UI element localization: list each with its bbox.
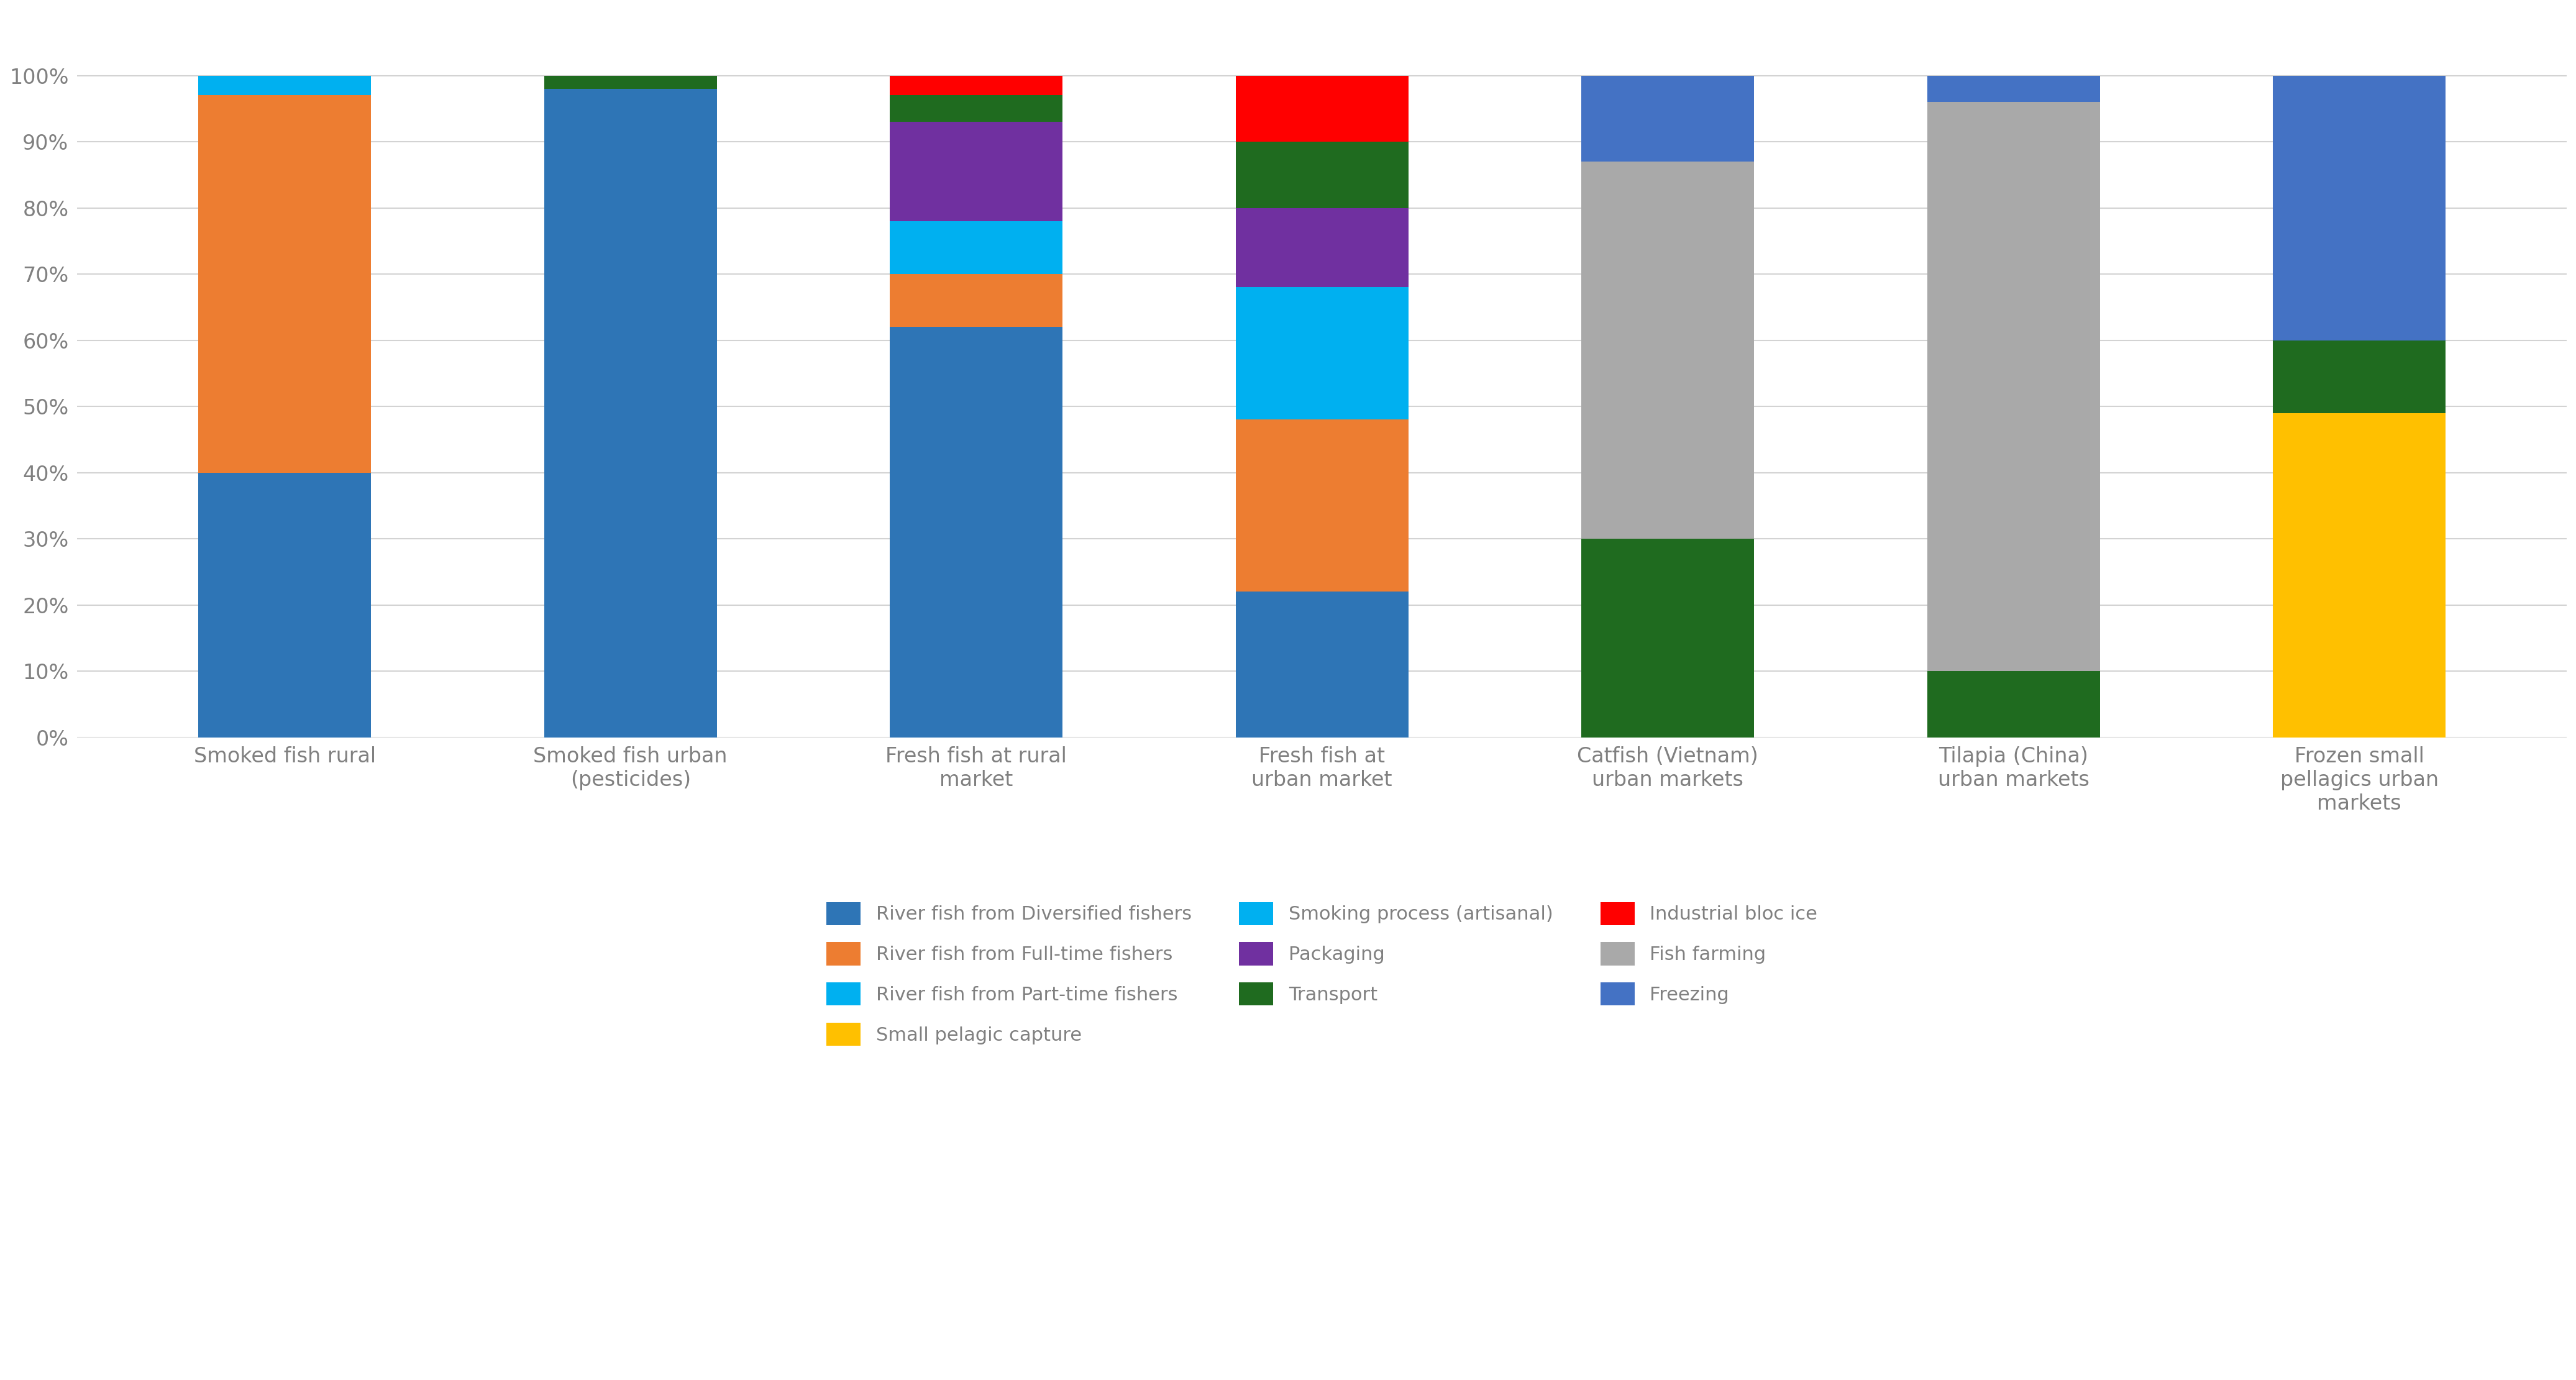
Bar (544, 88, 716, 737)
Bar (889, 275, 1064, 327)
Bar (1236, 592, 1409, 737)
Bar (1236, 208, 1409, 287)
Bar (1927, 102, 2099, 671)
Bar (198, 95, 371, 472)
Bar (889, 221, 1064, 275)
Bar (1582, 161, 1754, 538)
Bar (1582, 76, 1754, 161)
Bar (2272, 413, 2445, 737)
Bar (1582, 538, 1754, 737)
Bar (2272, 341, 2445, 413)
Bar (889, 76, 1064, 95)
Bar (1582, 76, 1754, 161)
Legend: River fish from Diversified fishers, River fish from Full-time fishers, River fi: River fish from Diversified fishers, Riv… (817, 893, 1826, 1056)
Bar (198, 76, 371, 95)
Bar (1236, 142, 1409, 208)
Bar (2272, 76, 2445, 341)
Bar (544, 76, 716, 88)
Bar (889, 327, 1064, 737)
Bar (889, 121, 1064, 221)
Bar (1236, 76, 1409, 142)
Bar (1236, 287, 1409, 420)
Bar (1927, 76, 2099, 102)
Bar (198, 472, 371, 737)
Bar (1927, 671, 2099, 737)
Bar (1927, 76, 2099, 102)
Bar (1236, 76, 1409, 142)
Bar (1236, 420, 1409, 592)
Bar (889, 76, 1064, 95)
Bar (2272, 76, 2445, 341)
Bar (889, 95, 1064, 121)
